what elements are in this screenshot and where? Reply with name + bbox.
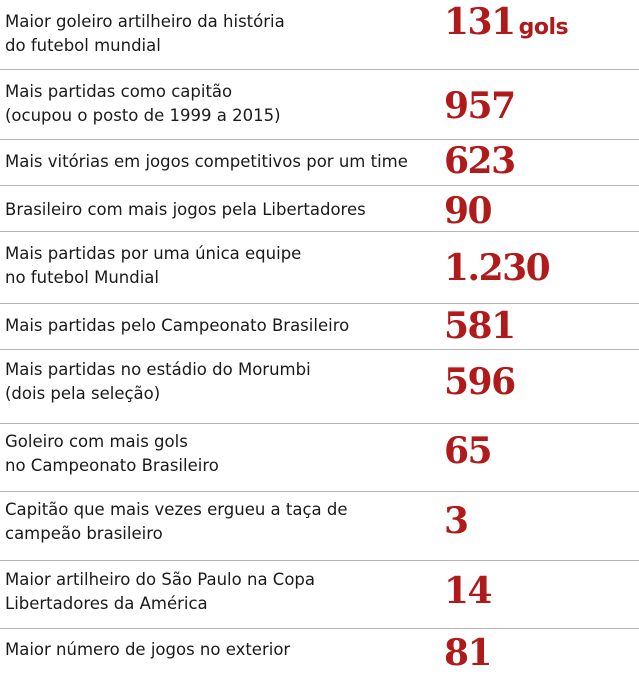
record-label-line: Maior goleiro artilheiro da história <box>5 12 285 31</box>
record-row: Mais partidas no estádio do Morumbi (doi… <box>0 350 639 424</box>
record-label-line: Mais partidas como capitão <box>5 82 233 101</box>
record-label-line: (dois pela seleção) <box>5 384 161 403</box>
record-label-line: do futebol mundial <box>5 36 161 55</box>
record-unit: gols <box>518 15 569 40</box>
record-value: 131 gols <box>444 1 569 48</box>
record-row: Goleiro com mais gols no Campeonato Bras… <box>0 424 639 492</box>
record-label-line: Libertadores da América <box>5 594 208 613</box>
record-value: 81 <box>444 632 493 674</box>
record-label: Mais vitórias em jogos competitivos por … <box>5 150 430 174</box>
record-value: 65 <box>444 430 493 472</box>
record-label: Mais partidas pelo Campeonato Brasileiro <box>5 314 430 338</box>
record-label: Mais partidas por uma única equipe no fu… <box>5 242 430 290</box>
record-row: Mais partidas pelo Campeonato Brasileiro… <box>0 304 639 350</box>
record-row: Maior goleiro artilheiro da história do … <box>0 0 639 70</box>
record-value: 14 <box>444 570 493 612</box>
record-label-line: Mais partidas por uma única equipe <box>5 244 302 263</box>
record-label: Mais partidas como capitão (ocupou o pos… <box>5 80 430 128</box>
record-value: 1.230 <box>444 247 551 289</box>
record-row: Mais partidas como capitão (ocupou o pos… <box>0 70 639 140</box>
record-label: Mais partidas no estádio do Morumbi (doi… <box>5 358 430 406</box>
record-value: 90 <box>444 190 493 232</box>
record-label-line: Goleiro com mais gols <box>5 432 188 451</box>
record-label-line: no futebol Mundial <box>5 268 159 287</box>
record-label-line: Capitão que mais vezes ergueu a taça de <box>5 500 348 519</box>
record-value: 957 <box>444 85 516 127</box>
record-row: Brasileiro com mais jogos pela Libertado… <box>0 186 639 232</box>
record-row: Maior artilheiro do São Paulo na Copa Li… <box>0 561 639 629</box>
record-label-line: campeão brasileiro <box>5 524 163 543</box>
record-number: 131 <box>444 1 516 43</box>
record-label: Capitão que mais vezes ergueu a taça de … <box>5 498 430 546</box>
record-value: 3 <box>444 500 469 542</box>
record-label-line: Brasileiro com mais jogos pela Libertado… <box>5 200 366 219</box>
record-row: Capitão que mais vezes ergueu a taça de … <box>0 492 639 561</box>
record-label-line: Maior número de jogos no exterior <box>5 640 291 659</box>
record-value: 581 <box>444 305 516 347</box>
record-label-line: no Campeonato Brasileiro <box>5 456 219 475</box>
record-label-line: Mais partidas no estádio do Morumbi <box>5 360 311 379</box>
record-label: Maior artilheiro do São Paulo na Copa Li… <box>5 568 430 616</box>
record-value: 623 <box>444 140 516 182</box>
record-label: Goleiro com mais gols no Campeonato Bras… <box>5 430 430 478</box>
record-label-line: Mais partidas pelo Campeonato Brasileiro <box>5 316 350 335</box>
record-value: 596 <box>444 361 516 403</box>
record-label-line: (ocupou o posto de 1999 a 2015) <box>5 106 281 125</box>
record-row: Mais vitórias em jogos competitivos por … <box>0 140 639 186</box>
record-label: Maior goleiro artilheiro da história do … <box>5 10 430 58</box>
record-row: Mais partidas por uma única equipe no fu… <box>0 232 639 304</box>
record-row: Maior número de jogos no exterior 81 <box>0 629 639 677</box>
record-label: Maior número de jogos no exterior <box>5 638 430 662</box>
record-label-line: Mais vitórias em jogos competitivos por … <box>5 152 408 171</box>
record-label-line: Maior artilheiro do São Paulo na Copa <box>5 570 315 589</box>
record-label: Brasileiro com mais jogos pela Libertado… <box>5 198 430 222</box>
